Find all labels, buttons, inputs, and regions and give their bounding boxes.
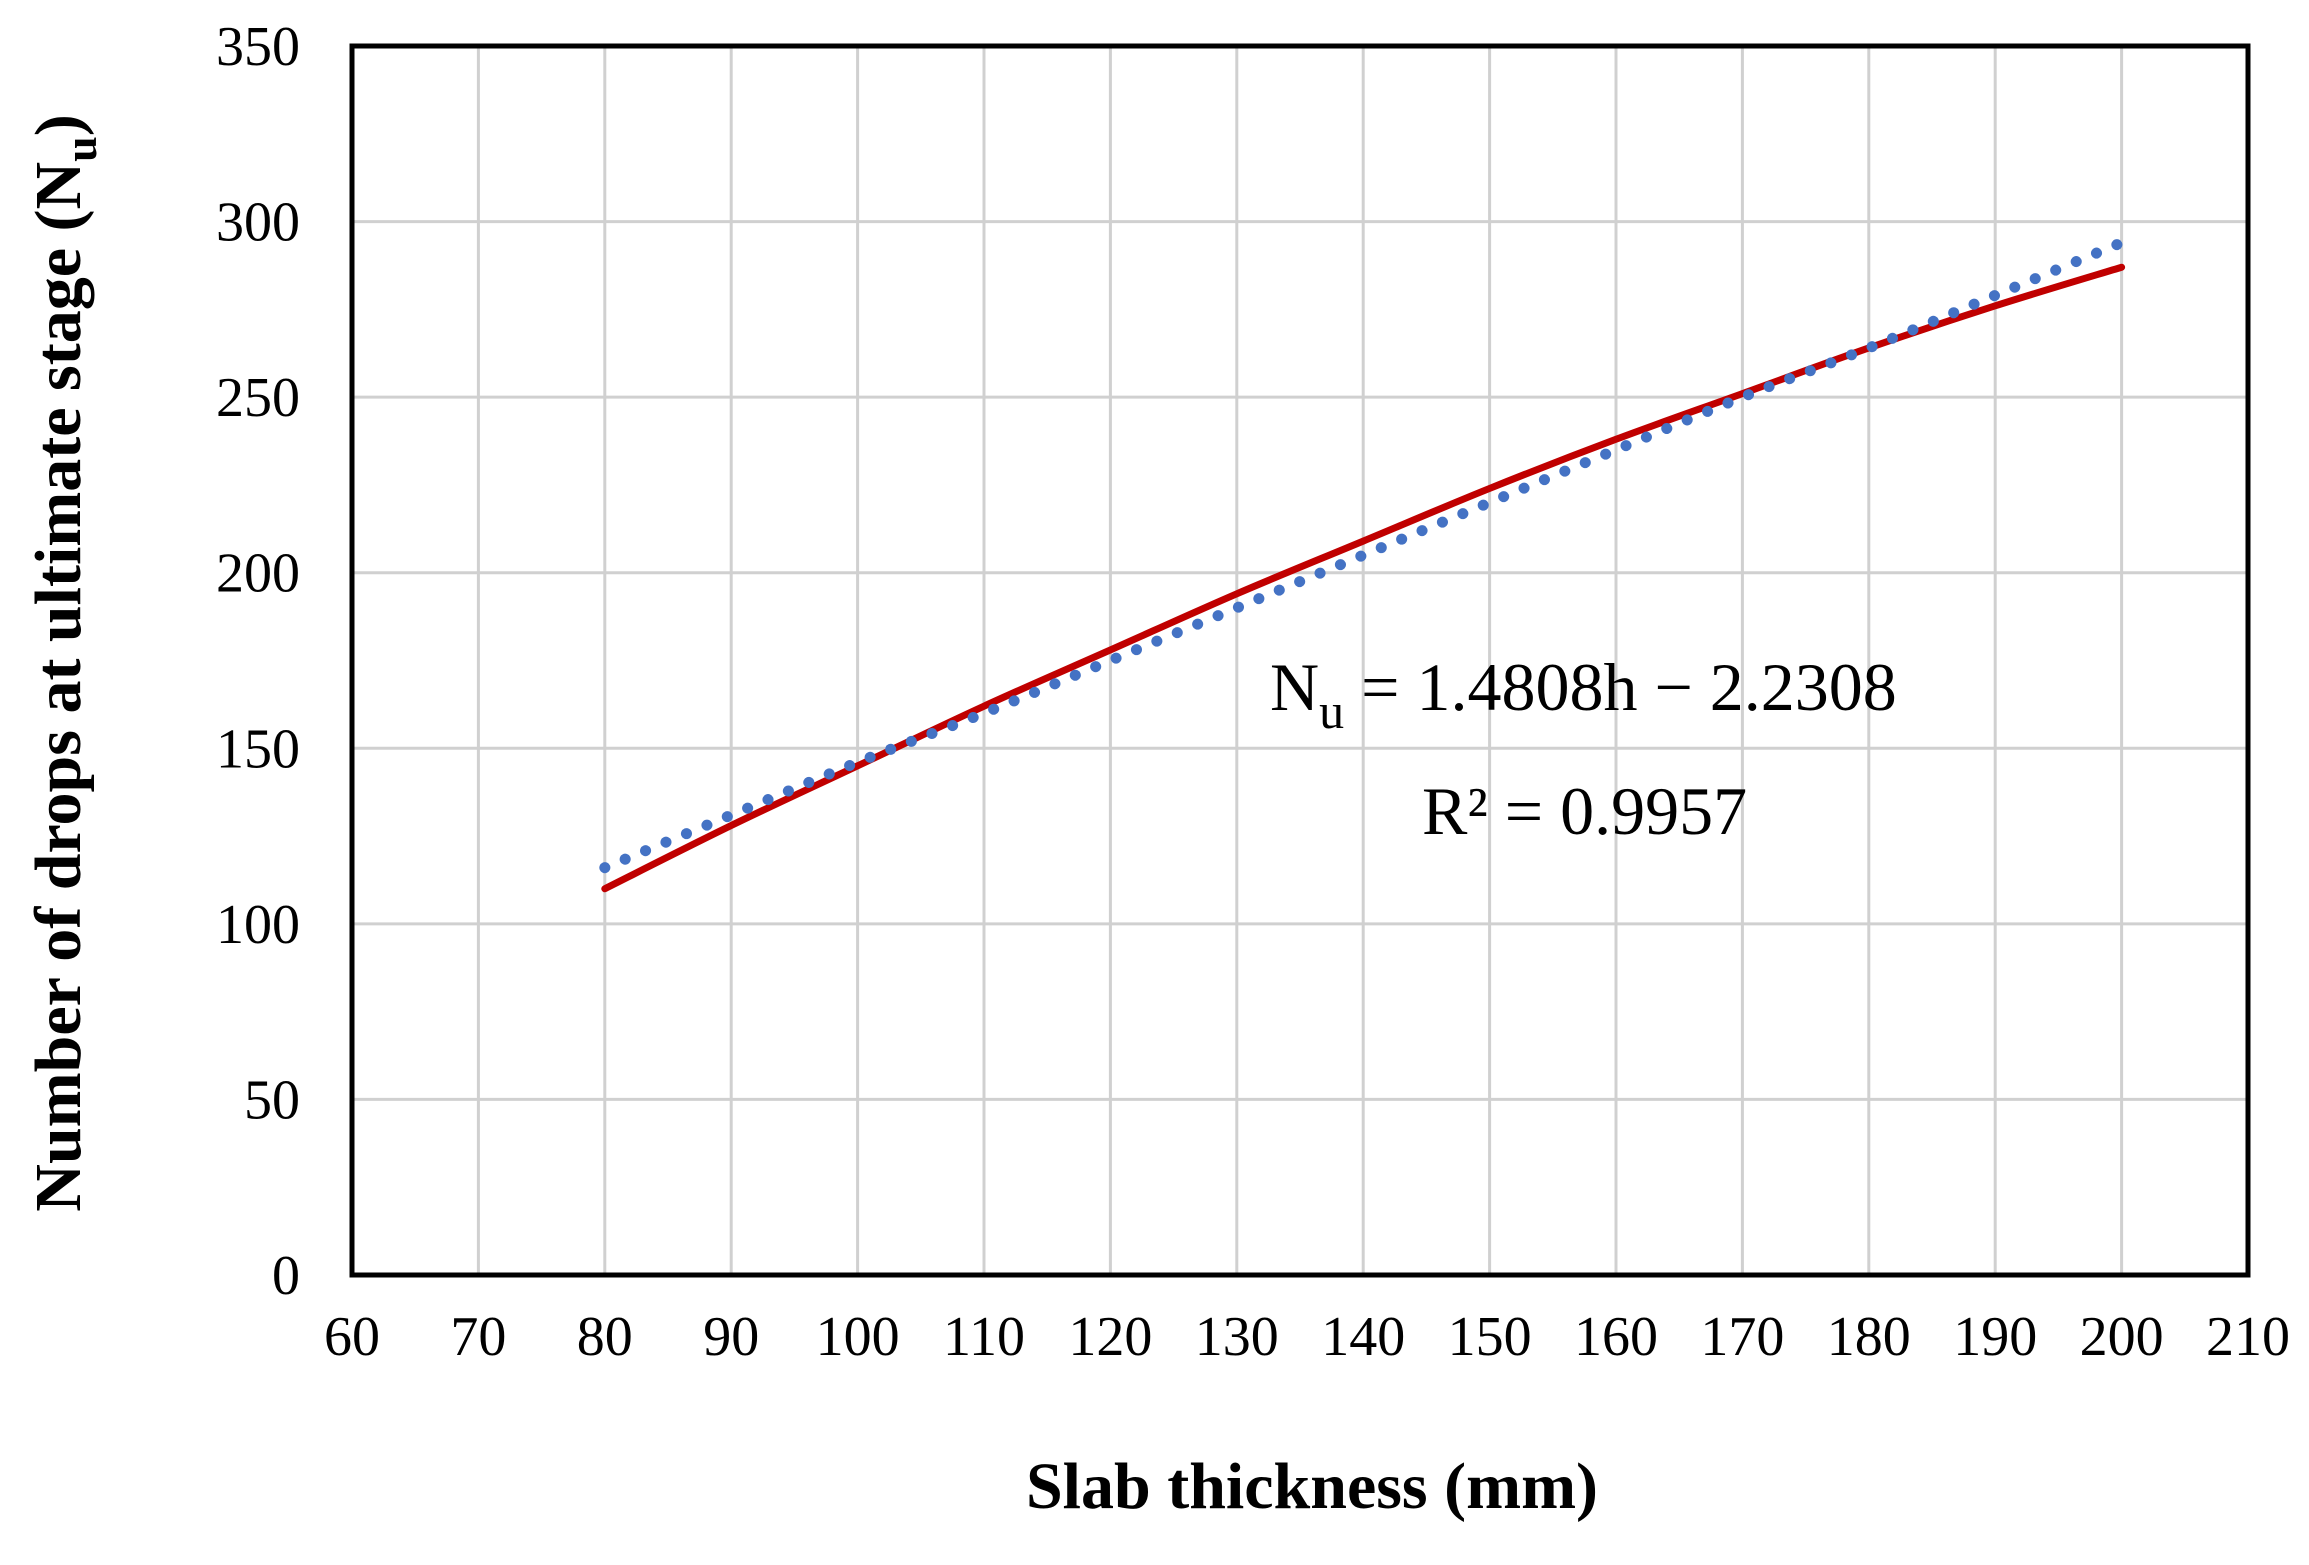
x-tick-labels: 60 70 80 90 100 110 120 130 140 150 160 170 180 190 20… xyxy=(324,1306,2290,1368)
plot-frame xyxy=(349,43,2251,1278)
x-tick-label: 210 xyxy=(2206,1306,2290,1368)
x-tick-label: 130 xyxy=(1195,1306,1279,1368)
y-tick-label: 300 xyxy=(216,192,300,254)
y-tick-label: 350 xyxy=(216,16,300,78)
x-tick-label: 90 xyxy=(703,1306,759,1368)
x-axis-title: Slab thickness (mm) xyxy=(1026,1450,1598,1523)
x-tick-label: 190 xyxy=(1953,1306,2037,1368)
x-tick-label: 110 xyxy=(943,1306,1025,1368)
x-tick-label: 150 xyxy=(1448,1306,1532,1368)
x-tick-label: 60 xyxy=(324,1306,380,1368)
x-tick-label: 70 xyxy=(450,1306,506,1368)
y-axis-title-sub: u xyxy=(55,136,106,162)
y-tick-label: 150 xyxy=(216,718,300,780)
grid xyxy=(350,44,2250,1277)
x-tick-label: 120 xyxy=(1068,1306,1152,1368)
y-axis-title-main: Number of drops at ultimate stage (N xyxy=(22,162,95,1212)
y-tick-labels: 0 50 100 150 200 250 300 350 xyxy=(216,16,300,1307)
x-tick-label: 100 xyxy=(816,1306,900,1368)
x-tick-label: 80 xyxy=(577,1306,633,1368)
equation-symbol: N xyxy=(1270,649,1319,725)
y-tick-label: 200 xyxy=(216,543,300,605)
equation-label: Nu = 1.4808h − 2.2308 xyxy=(1270,649,1897,739)
y-tick-label: 50 xyxy=(244,1069,300,1131)
y-axis-title: Number of drops at ultimate stage (Nu) xyxy=(22,114,106,1211)
equation-body: = 1.4808h − 2.2308 xyxy=(1344,649,1897,725)
r-squared-label: R² = 0.9957 xyxy=(1422,773,1747,849)
linear-trendline xyxy=(599,237,2128,874)
y-tick-label: 100 xyxy=(216,894,300,956)
y-axis-title-close: ) xyxy=(22,114,95,136)
x-tick-label: 140 xyxy=(1321,1306,1405,1368)
x-tick-label: 160 xyxy=(1574,1306,1658,1368)
x-tick-label: 200 xyxy=(2080,1306,2164,1368)
series-layer xyxy=(599,237,2128,893)
x-tick-label: 170 xyxy=(1700,1306,1784,1368)
y-tick-label: 0 xyxy=(272,1245,300,1307)
equation-subscript: u xyxy=(1319,683,1344,739)
y-tick-label: 250 xyxy=(216,367,300,429)
x-tick-label: 180 xyxy=(1827,1306,1911,1368)
